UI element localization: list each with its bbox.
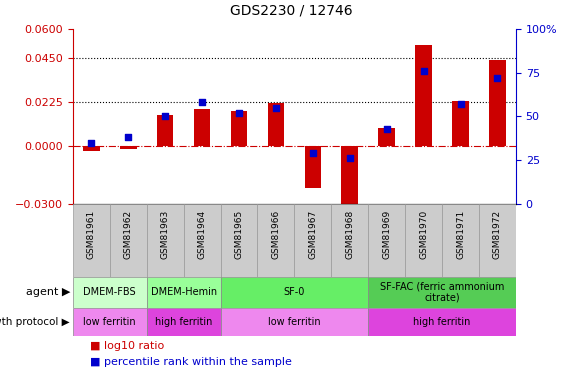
Point: [345, 155, 354, 161]
Text: GDS2230 / 12746: GDS2230 / 12746: [230, 4, 353, 18]
Text: low ferritin: low ferritin: [268, 316, 321, 327]
Text: GSM81961: GSM81961: [87, 210, 96, 259]
Text: SF-0: SF-0: [284, 287, 305, 297]
Bar: [378, 128, 395, 146]
Bar: [294, 204, 331, 277]
Bar: [73, 204, 110, 277]
Bar: [368, 308, 516, 336]
Bar: [479, 204, 516, 277]
Bar: [220, 277, 368, 308]
Bar: [452, 101, 469, 146]
Text: ■ log10 ratio: ■ log10 ratio: [90, 340, 164, 351]
Bar: [258, 204, 294, 277]
Point: [419, 68, 429, 74]
Bar: [147, 204, 184, 277]
Bar: [157, 114, 174, 146]
Point: [308, 150, 318, 156]
Point: [234, 110, 244, 116]
Bar: [231, 111, 247, 146]
Point: [87, 140, 96, 146]
Bar: [184, 204, 220, 277]
Text: DMEM-FBS: DMEM-FBS: [83, 287, 136, 297]
Bar: [120, 146, 136, 149]
Bar: [304, 146, 321, 188]
Text: ■ percentile rank within the sample: ■ percentile rank within the sample: [90, 357, 292, 368]
Bar: [194, 109, 210, 146]
Text: GSM81964: GSM81964: [198, 210, 206, 259]
Text: GSM81965: GSM81965: [234, 210, 244, 259]
Bar: [268, 103, 285, 146]
Point: [456, 101, 465, 107]
Bar: [73, 308, 147, 336]
Text: GSM81966: GSM81966: [272, 210, 280, 259]
Text: GSM81972: GSM81972: [493, 210, 502, 259]
Bar: [342, 146, 358, 211]
Bar: [489, 60, 506, 146]
Bar: [368, 277, 516, 308]
Bar: [368, 204, 405, 277]
Bar: [331, 204, 368, 277]
Bar: [147, 277, 220, 308]
Bar: [83, 146, 100, 152]
Point: [198, 99, 207, 105]
Bar: [110, 204, 147, 277]
Text: SF-FAC (ferric ammonium
citrate): SF-FAC (ferric ammonium citrate): [380, 281, 504, 303]
Text: GSM81971: GSM81971: [456, 210, 465, 259]
Text: GSM81970: GSM81970: [419, 210, 428, 259]
Point: [271, 105, 280, 111]
Bar: [442, 204, 479, 277]
Text: low ferritin: low ferritin: [83, 316, 136, 327]
Bar: [73, 277, 147, 308]
Text: high ferritin: high ferritin: [413, 316, 471, 327]
Point: [124, 134, 133, 140]
Text: GSM81963: GSM81963: [161, 210, 170, 259]
Bar: [415, 45, 432, 146]
Text: DMEM-Hemin: DMEM-Hemin: [150, 287, 217, 297]
Point: [382, 126, 391, 132]
Text: GSM81962: GSM81962: [124, 210, 133, 259]
Text: GSM81969: GSM81969: [382, 210, 391, 259]
Point: [160, 113, 170, 119]
Bar: [220, 308, 368, 336]
Text: growth protocol ▶: growth protocol ▶: [0, 316, 70, 327]
Point: [493, 75, 502, 81]
Bar: [147, 308, 220, 336]
Bar: [405, 204, 442, 277]
Text: GSM81968: GSM81968: [345, 210, 354, 259]
Text: agent ▶: agent ▶: [26, 287, 70, 297]
Text: GSM81967: GSM81967: [308, 210, 317, 259]
Text: high ferritin: high ferritin: [155, 316, 212, 327]
Bar: [220, 204, 258, 277]
